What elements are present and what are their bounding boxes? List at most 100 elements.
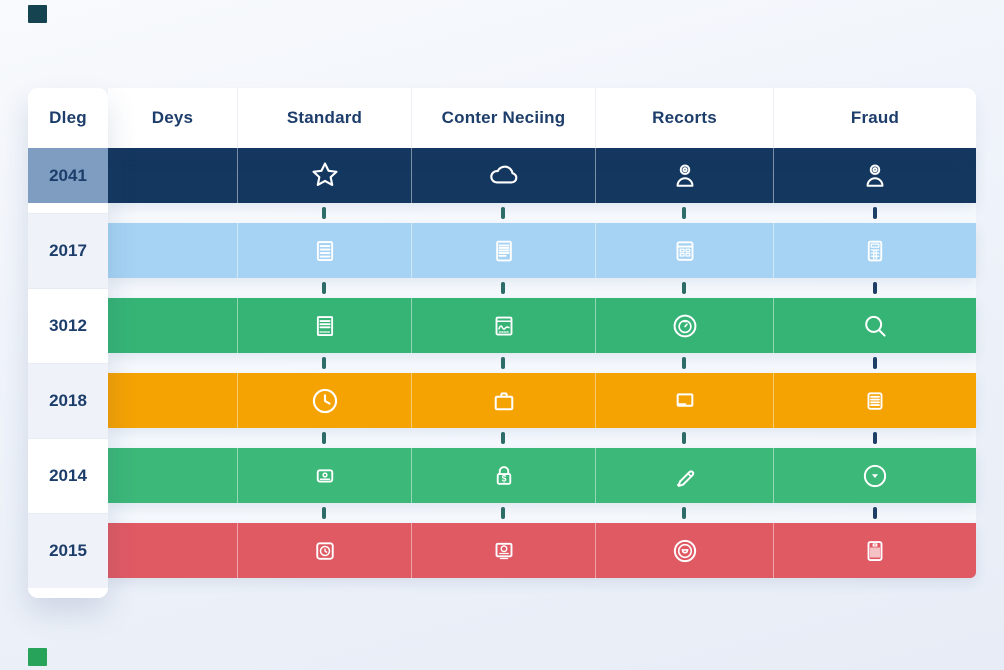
connector-dash	[501, 432, 505, 444]
row-connector-gap	[108, 503, 976, 523]
lock-dollar-icon: $	[489, 461, 519, 491]
year-label-2017: 2017	[49, 240, 87, 260]
year-slot-tint	[28, 363, 108, 438]
document-text-icon	[489, 236, 519, 266]
webcam-icon	[310, 461, 340, 491]
year-slot-separator	[28, 363, 108, 364]
table-row-3012	[108, 298, 976, 353]
circle-chevron-down-icon	[859, 460, 891, 492]
connector-dash	[322, 432, 326, 444]
cloud-icon	[487, 159, 521, 193]
table-row-2017	[108, 223, 976, 278]
table-cell	[773, 448, 976, 503]
briefcase-icon	[488, 385, 520, 417]
star-icon	[308, 159, 342, 193]
document-lines-icon	[310, 236, 340, 266]
barcode-card-icon	[860, 536, 890, 566]
comparison-table: Deys Standard Conter Neciing Recorts Fraud D…	[28, 88, 976, 600]
year-label-2041: 2041	[49, 165, 87, 185]
table-row-2014: $	[108, 448, 976, 503]
connector-dash	[501, 207, 505, 219]
table-cell	[108, 448, 237, 503]
column-header-fraud: Fraud	[773, 88, 976, 148]
row-header-label: Dleg	[49, 108, 87, 127]
note-lines-icon	[860, 386, 890, 416]
row-connector-gap	[108, 353, 976, 373]
table-cell	[108, 148, 237, 203]
connector-dash	[872, 282, 877, 294]
table-cell: $	[411, 448, 595, 503]
connector-dash	[322, 207, 326, 219]
decor-square-bottom-left	[28, 648, 47, 666]
connector-dash	[872, 207, 877, 219]
year-label-2018: 2018	[49, 390, 87, 410]
table-row-2041	[108, 148, 976, 203]
column-header-deys: Deys	[151, 108, 194, 127]
table-cell	[773, 298, 976, 353]
magnifier-icon	[859, 310, 891, 342]
year-slot-separator	[28, 513, 108, 514]
connector-dash	[322, 357, 326, 369]
user-at-icon	[859, 160, 891, 192]
connector-dash	[501, 507, 505, 519]
table-cell	[773, 373, 976, 428]
year-slot-separator	[28, 438, 108, 439]
table-cell	[411, 223, 595, 278]
table-row-2018	[108, 373, 976, 428]
user-at-icon	[669, 160, 701, 192]
table-cell	[411, 523, 595, 578]
year-column-card: Dleg 2041 2017 3012 2018 2014 2015	[28, 88, 108, 598]
table-cell	[595, 523, 773, 578]
svg-text:$: $	[501, 473, 506, 483]
column-header-conter-neciing: Conter Neciing	[411, 88, 595, 148]
table-cell	[595, 373, 773, 428]
connector-dash	[501, 357, 505, 369]
table-cell	[237, 223, 411, 278]
table-cell	[595, 148, 773, 203]
calendar-card-icon	[670, 236, 700, 266]
table-cell	[411, 148, 595, 203]
monitor-clock-icon	[489, 536, 519, 566]
decor-square-top-left	[28, 5, 47, 23]
year-slot-tint	[28, 513, 108, 588]
chart-window-icon	[489, 311, 519, 341]
table-cell	[595, 223, 773, 278]
table-cell	[237, 373, 411, 428]
table-cell	[595, 448, 773, 503]
table-cell	[108, 523, 237, 578]
year-slot-separator	[28, 213, 108, 214]
clock-square-icon	[310, 536, 340, 566]
table-cell	[773, 523, 976, 578]
row-connector-gap	[108, 428, 976, 448]
table-cell	[237, 523, 411, 578]
connector-dash	[682, 207, 686, 219]
target-circle-icon	[669, 535, 701, 567]
table-cell	[108, 373, 237, 428]
column-header-recorts: Recorts	[595, 88, 773, 148]
connector-dash	[872, 432, 877, 444]
table-cell	[411, 373, 595, 428]
connector-dash	[682, 432, 686, 444]
table-cell	[237, 298, 411, 353]
calculator-icon	[860, 236, 890, 266]
row-connector-gap	[108, 278, 976, 298]
year-label-2014: 2014	[49, 465, 87, 485]
table-cell	[595, 298, 773, 353]
year-cell-highlight	[28, 148, 108, 203]
table-header-row: Deys Standard Conter Neciing Recorts Fraud	[108, 88, 976, 148]
stopwatch-circle-icon	[669, 310, 701, 342]
table-cell	[108, 223, 237, 278]
column-header-standard: Standard	[237, 88, 411, 148]
connector-dash	[322, 507, 326, 519]
connector-dash	[682, 357, 686, 369]
year-label-3012: 3012	[49, 315, 87, 335]
table-cell	[108, 298, 237, 353]
table-cell	[237, 148, 411, 203]
table-cell	[773, 223, 976, 278]
connector-dash	[501, 282, 505, 294]
connector-dash	[872, 357, 877, 369]
table-row-2015	[108, 523, 976, 578]
table-cell	[237, 448, 411, 503]
connector-dash	[682, 282, 686, 294]
year-label-2015: 2015	[49, 540, 87, 560]
